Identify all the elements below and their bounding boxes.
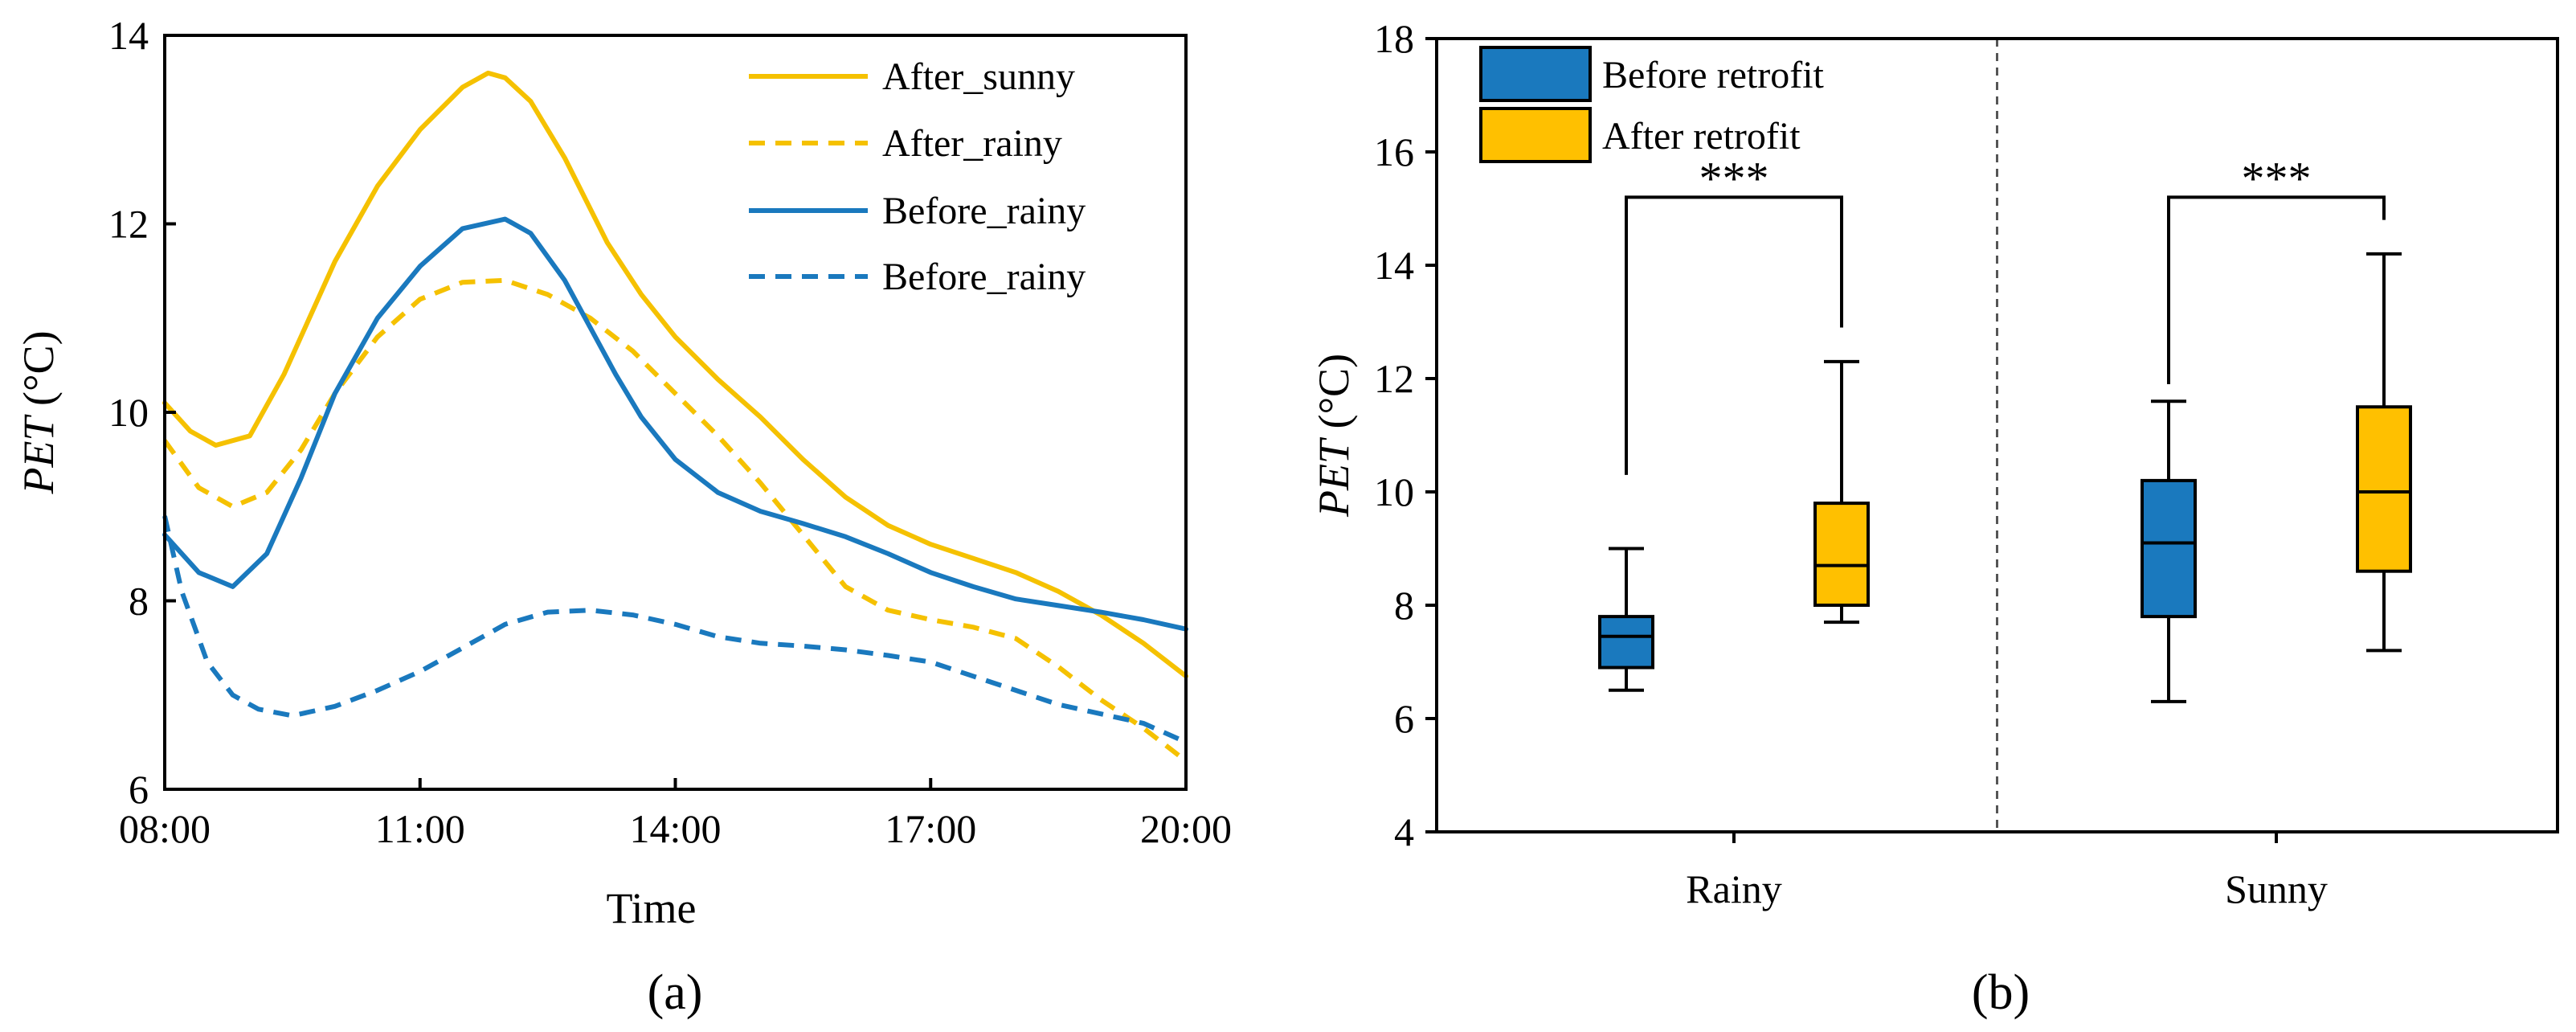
y-axis-title-italic: PET (14, 414, 63, 495)
box-body (1598, 615, 1654, 670)
y-tick-label: 10 (1374, 469, 1414, 514)
y-tick-label: 6 (1394, 696, 1414, 741)
y-axis-title: PET (°C) (1310, 354, 1358, 518)
significance-label: *** (2242, 152, 2312, 204)
series-line-4 (162, 515, 1188, 745)
significance-bracket (1625, 195, 1843, 475)
x-tick-label: 20:00 (1140, 806, 1232, 851)
x-tick-label: 14:00 (630, 806, 722, 851)
y-axis-title-unit: (°C) (14, 330, 63, 416)
y-tick-label: 10 (108, 390, 149, 435)
category-label-sunny: Sunny (2225, 866, 2328, 911)
box-rainy-before (1598, 547, 1654, 692)
y-axis-title-italic: PET (1310, 436, 1358, 518)
x-tick-label: 17:00 (885, 806, 976, 851)
y-tick-label: 6 (129, 767, 149, 812)
y-axis-title: PET (°C) (14, 330, 63, 494)
y-tick-label: 8 (1394, 583, 1414, 628)
category-label-rainy: Rainy (1686, 866, 1781, 911)
legend-swatch-1 (1479, 46, 1592, 102)
y-tick-label: 14 (108, 13, 149, 58)
y-tick-label: 12 (1374, 356, 1414, 401)
x-axis-title: Time (606, 884, 696, 932)
series-line-2 (162, 277, 1188, 764)
plot-frame (1435, 37, 2559, 833)
y-tick-label: 16 (1374, 129, 1414, 174)
series-line-1 (162, 70, 1188, 679)
legend-label-2: After retrofit (1602, 115, 1801, 158)
legend-swatch-2 (1479, 107, 1592, 163)
y-tick-label: 8 (129, 579, 149, 624)
y-tick-label: 18 (1374, 16, 1414, 61)
box-sunny-after (2356, 252, 2412, 653)
significance-bracket (2167, 195, 2386, 385)
box-body (2141, 478, 2197, 619)
legend-label-3: Before_rainy (882, 190, 1086, 232)
panel-b: *** *** 4 6 8 10 12 14 16 18 Rainy Sunny PET (°C) Bef… (1310, 16, 2559, 1020)
box-body (1813, 502, 1870, 607)
panel-a: 08:00 11:00 14:00 17:00 20:00 6 8 10 12 14 Time PET… (14, 13, 1232, 1020)
box-body (2356, 405, 2412, 573)
box-rainy-after (1813, 359, 1870, 625)
y-axis-title-unit: (°C) (1310, 354, 1358, 440)
y-tick-label: 4 (1394, 809, 1414, 854)
legend-label-1: After_sunny (882, 55, 1075, 98)
x-tick-label: 11:00 (375, 806, 465, 851)
series-line-3 (162, 216, 1188, 632)
x-tick-label: 08:00 (119, 806, 211, 851)
legend-label-2: After_rainy (882, 122, 1062, 165)
panel-label-a: (a) (648, 965, 703, 1020)
y-tick-label: 14 (1374, 243, 1414, 288)
y-tick-label: 12 (108, 202, 149, 247)
legend-label-4: Before_rainy (882, 256, 1086, 298)
box-sunny-before (2141, 399, 2197, 703)
legend-label-1: Before retrofit (1602, 54, 1825, 96)
panel-label-b: (b) (1972, 965, 2030, 1020)
significance-label: *** (1699, 152, 1769, 204)
